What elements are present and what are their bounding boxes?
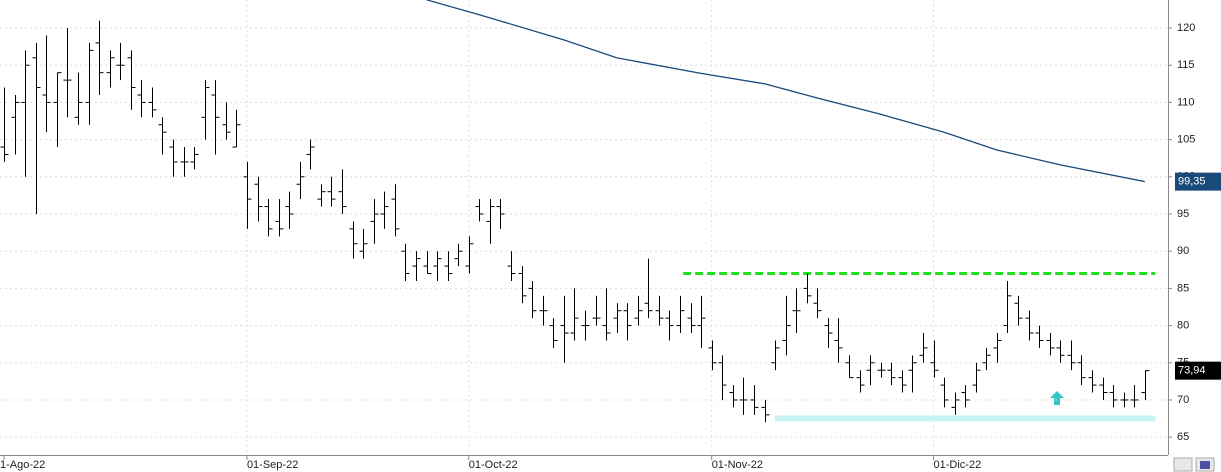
y-tick-label: 110 bbox=[1177, 96, 1195, 108]
y-tick-label: 105 bbox=[1177, 134, 1195, 146]
y-tick-label: 80 bbox=[1177, 319, 1189, 331]
y-tick-label: 70 bbox=[1177, 394, 1189, 406]
y-tick-label: 95 bbox=[1177, 208, 1189, 220]
moving-average bbox=[426, 0, 1145, 183]
scroll-button[interactable] bbox=[1173, 457, 1193, 472]
y-tick-label: 65 bbox=[1177, 431, 1189, 443]
y-tick-label: 115 bbox=[1177, 59, 1195, 71]
x-tick-label: 1-Ago-22 bbox=[0, 459, 45, 471]
x-tick-label: 01-Sep-22 bbox=[247, 459, 298, 471]
price-tag bbox=[1175, 172, 1221, 191]
x-tick-label: 01-Oct-22 bbox=[469, 459, 518, 471]
x-tick-label: 01-Dic-22 bbox=[934, 459, 982, 471]
x-tick-label: 01-Nov-22 bbox=[712, 459, 763, 471]
y-tick-label: 90 bbox=[1177, 245, 1189, 257]
y-tick-label: 120 bbox=[1177, 22, 1195, 34]
arrow-up bbox=[1050, 391, 1064, 405]
price-tag-label: 73,94 bbox=[1178, 365, 1206, 377]
price-tag bbox=[1175, 361, 1221, 380]
price-tag-label: 99,35 bbox=[1178, 176, 1206, 188]
save-icon bbox=[1200, 461, 1210, 469]
y-tick-label: 85 bbox=[1177, 282, 1189, 294]
